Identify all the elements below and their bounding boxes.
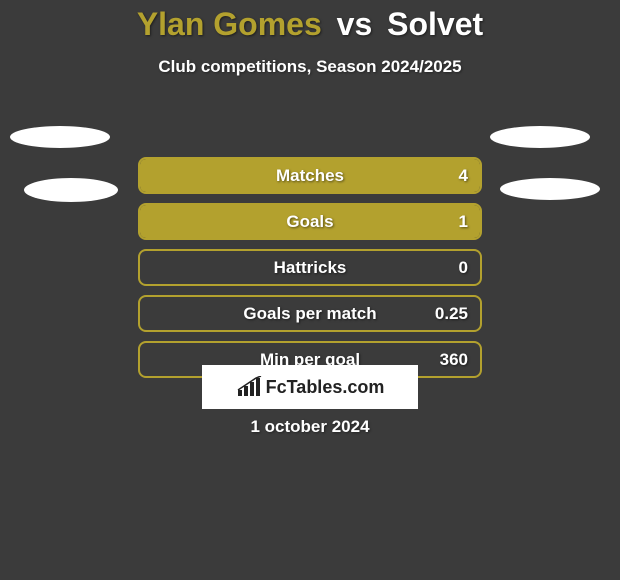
stat-bar-value: 4 <box>459 166 468 186</box>
stat-bar: Hattricks0 <box>138 249 482 286</box>
stat-bar-value: 1 <box>459 212 468 232</box>
stat-bar-label: Matches <box>140 166 480 186</box>
stat-bar: Goals per match0.25 <box>138 295 482 332</box>
vs-text: vs <box>337 6 373 42</box>
stat-bar: Matches4 <box>138 157 482 194</box>
decorative-ellipse <box>10 126 110 148</box>
subtitle: Club competitions, Season 2024/2025 <box>0 57 620 77</box>
player2-name: Solvet <box>387 6 483 42</box>
stat-bar: Goals1 <box>138 203 482 240</box>
fctables-logo: FcTables.com <box>202 365 418 409</box>
bar-chart-icon <box>236 376 262 398</box>
stat-bar-label: Goals <box>140 212 480 232</box>
stat-bar-value: 0.25 <box>435 304 468 324</box>
decorative-ellipse <box>490 126 590 148</box>
comparison-title: Ylan Gomes vs Solvet <box>0 0 620 43</box>
stat-bar-value: 0 <box>459 258 468 278</box>
logo-text: FcTables.com <box>266 377 385 398</box>
decorative-ellipse <box>500 178 600 200</box>
decorative-ellipse <box>24 178 118 202</box>
player1-name: Ylan Gomes <box>137 6 322 42</box>
date-text: 1 october 2024 <box>0 417 620 437</box>
stat-bar-value: 360 <box>440 350 468 370</box>
stat-bar-label: Hattricks <box>140 258 480 278</box>
stat-bars: Matches4Goals1Hattricks0Goals per match0… <box>138 157 482 387</box>
stat-bar-label: Goals per match <box>140 304 480 324</box>
